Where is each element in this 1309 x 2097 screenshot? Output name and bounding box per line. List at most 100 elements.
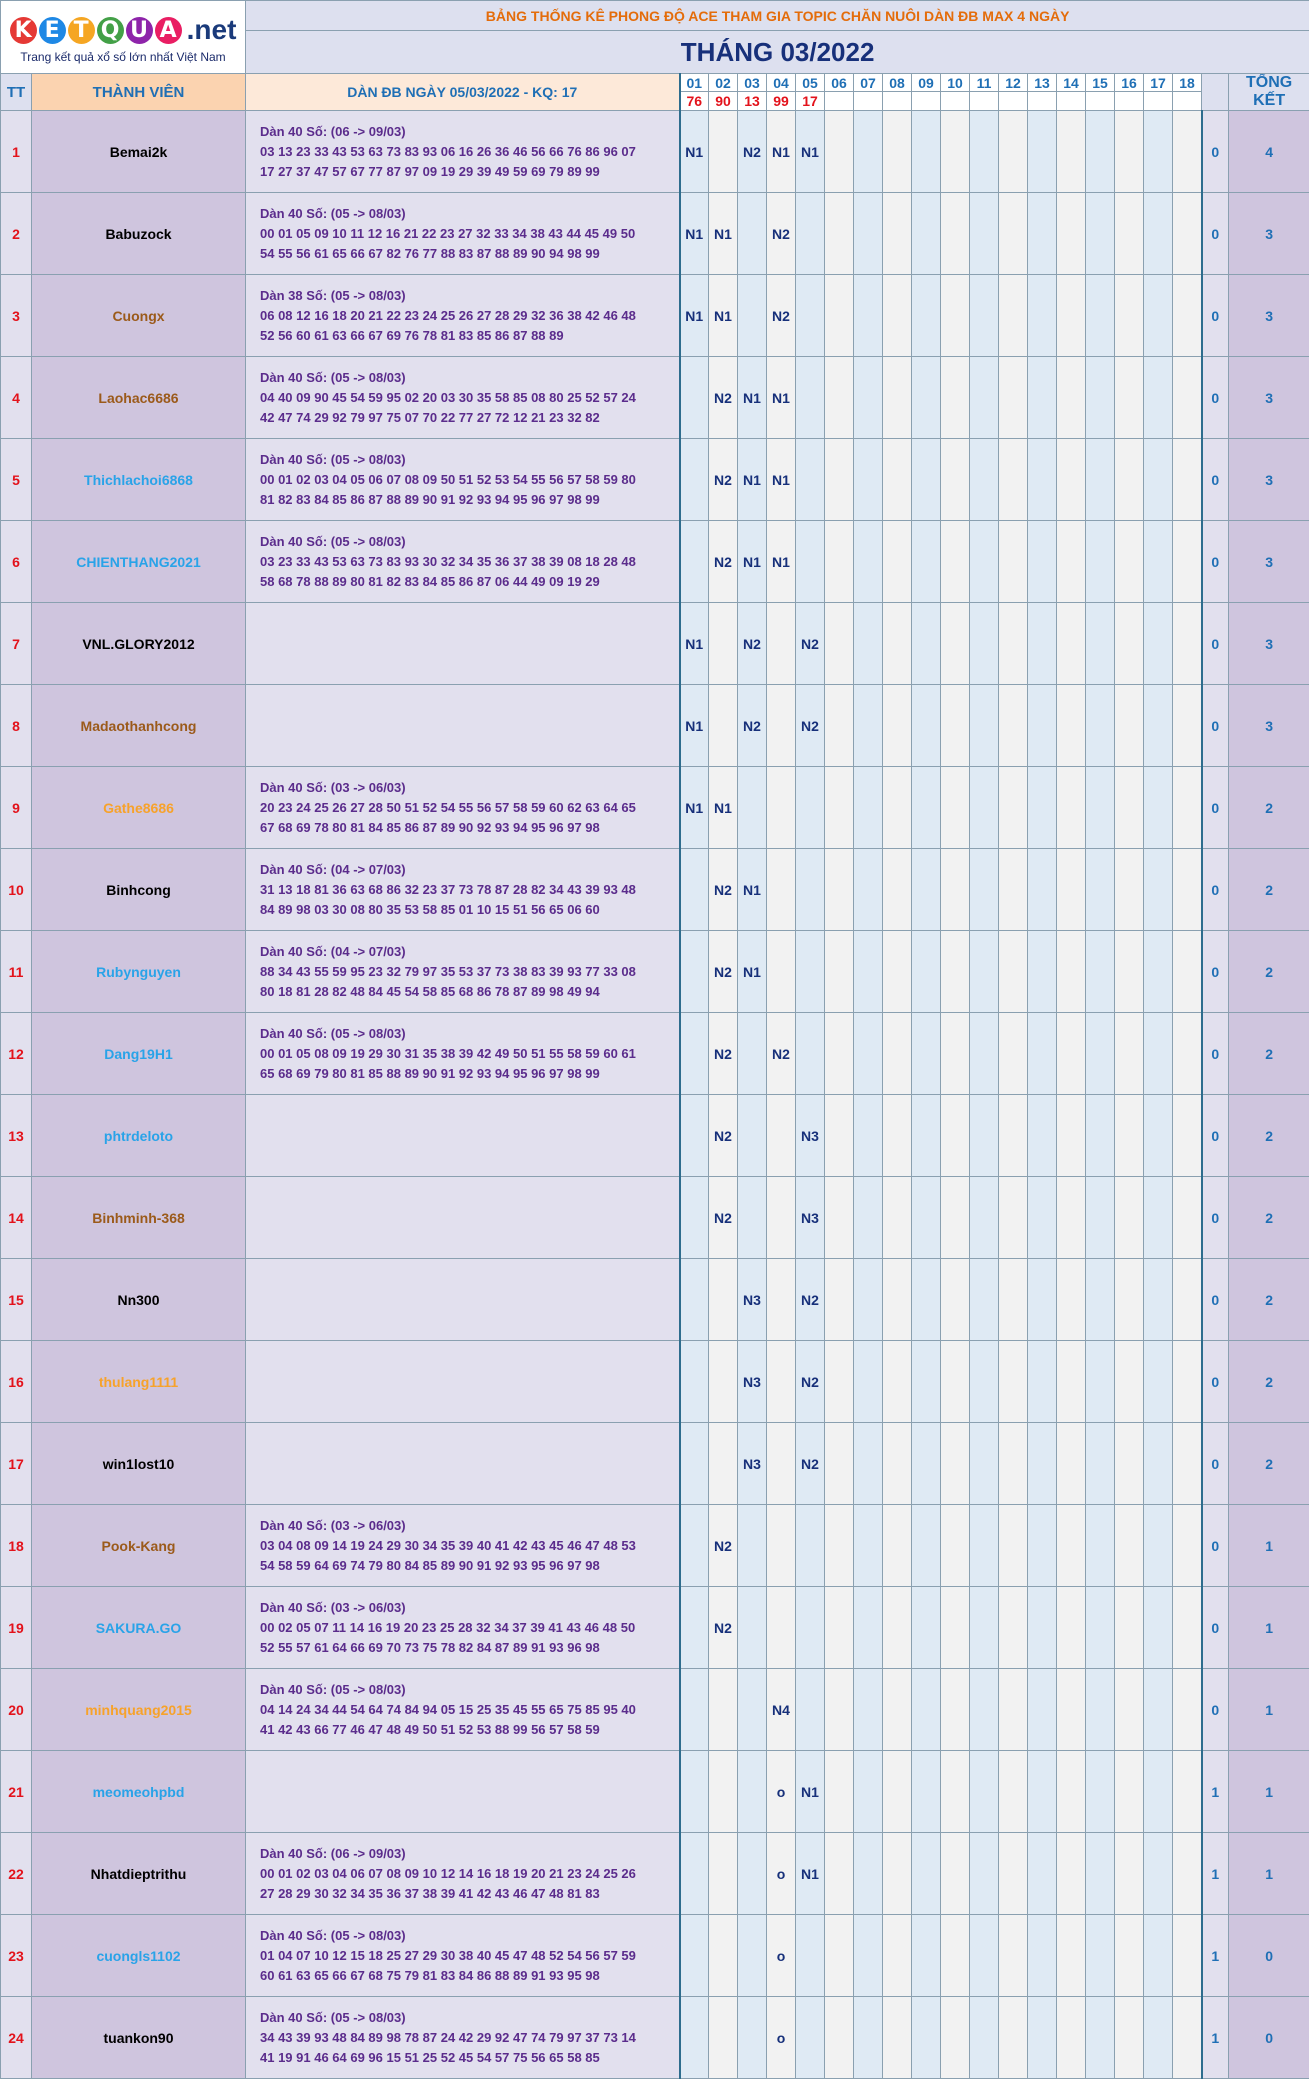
day-mark (969, 1258, 999, 1341)
member-name[interactable]: win1lost10 (31, 1422, 246, 1505)
day-mark (1027, 848, 1057, 931)
member-name[interactable]: cuongls1102 (31, 1914, 246, 1997)
day-mark (766, 1094, 796, 1177)
row-index: 24 (0, 1996, 32, 2079)
day-mark (1027, 1832, 1057, 1915)
day-mark: o (766, 1996, 796, 2079)
miss-count: 0 (1200, 1586, 1229, 1669)
dan-line: 00 01 05 08 09 19 29 30 31 35 38 39 42 4… (260, 1045, 636, 1061)
member-name[interactable]: thulang1111 (31, 1340, 246, 1423)
day-mark (737, 1914, 767, 1997)
result-cell (1143, 91, 1173, 111)
row-index: 15 (0, 1258, 32, 1341)
total-score: 3 (1227, 274, 1309, 357)
day-mark (737, 1504, 767, 1587)
member-name[interactable]: Nn300 (31, 1258, 246, 1341)
day-header: 11 (969, 73, 999, 92)
day-mark (1114, 602, 1144, 685)
day-mark (795, 356, 825, 439)
day-mark (1027, 1012, 1057, 1095)
table-row: 7 VNL.GLORY2012 N1 N2 N2 0 3 (0, 602, 1309, 685)
member-name[interactable]: Dang19H1 (31, 1012, 246, 1095)
day-header: 05 (795, 73, 825, 92)
day-mark: N2 (737, 602, 767, 685)
member-name[interactable]: Binhminh-368 (31, 1176, 246, 1259)
day-mark (1027, 1586, 1057, 1669)
member-name[interactable]: Madaothanhcong (31, 684, 246, 767)
day-mark (969, 192, 999, 275)
dan-line: 04 40 09 90 45 54 59 95 02 20 03 30 35 5… (260, 389, 636, 405)
day-mark (1085, 766, 1115, 849)
banner-title: BẢNG THỐNG KÊ PHONG ĐỘ ACE THAM GIA TOPI… (244, 0, 1309, 31)
member-name[interactable]: Thichlachoi6868 (31, 438, 246, 521)
result-cell (1172, 91, 1202, 111)
day-header: 04 (766, 73, 796, 92)
day-mark (882, 1832, 912, 1915)
day-mark (998, 110, 1028, 193)
day-mark (1085, 1340, 1115, 1423)
day-mark (911, 766, 941, 849)
day-mark: N2 (708, 848, 738, 931)
member-name[interactable]: meomeohpbd (31, 1750, 246, 1833)
day-mark: N3 (737, 1258, 767, 1341)
day-mark: N2 (708, 1012, 738, 1095)
result-cell: 17 (795, 91, 825, 111)
day-mark (969, 1012, 999, 1095)
table-row: 14 Binhminh-368 N2 N3 0 2 (0, 1176, 1309, 1259)
day-mark (911, 1586, 941, 1669)
day-mark (1056, 1340, 1086, 1423)
member-name[interactable]: Gathe8686 (31, 766, 246, 849)
member-name[interactable]: tuankon90 (31, 1996, 246, 2079)
member-name[interactable]: Laohac6686 (31, 356, 246, 439)
row-index: 2 (0, 192, 32, 275)
member-name[interactable]: Binhcong (31, 848, 246, 931)
day-mark (969, 766, 999, 849)
member-name[interactable]: minhquang2015 (31, 1668, 246, 1751)
day-mark (766, 1586, 796, 1669)
day-mark (1114, 1094, 1144, 1177)
day-mark (940, 1832, 970, 1915)
member-name[interactable]: Nhatdieptrithu (31, 1832, 246, 1915)
member-name[interactable]: Cuongx (31, 274, 246, 357)
day-mark (1114, 1504, 1144, 1587)
logo[interactable]: K E T Q U A .net Trang kết quả xổ số lớn nhất … (0, 0, 246, 74)
result-cell (882, 91, 912, 111)
day-mark (940, 1504, 970, 1587)
day-mark (824, 1668, 854, 1751)
member-name[interactable]: phtrdeloto (31, 1094, 246, 1177)
miss-count: 0 (1200, 110, 1229, 193)
day-mark (1027, 110, 1057, 193)
table-row: 4 Laohac6686 Dàn 40 Số: (05 -> 08/03) 04 40… (0, 356, 1309, 439)
day-mark (969, 1914, 999, 1997)
day-mark (1114, 192, 1144, 275)
day-mark (766, 1258, 796, 1341)
day-header: 10 (940, 73, 970, 92)
day-mark (1027, 1750, 1057, 1833)
day-mark: o (766, 1750, 796, 1833)
table-row: 12 Dang19H1 Dàn 40 Số: (05 -> 08/03) 00 01 … (0, 1012, 1309, 1095)
day-mark: N2 (708, 520, 738, 603)
member-name[interactable]: SAKURA.GO (31, 1586, 246, 1669)
header-spacer (1201, 73, 1229, 111)
member-name[interactable]: VNL.GLORY2012 (31, 602, 246, 685)
member-name[interactable]: Rubynguyen (31, 930, 246, 1013)
row-index: 17 (0, 1422, 32, 1505)
day-mark: N1 (708, 192, 738, 275)
day-mark (853, 1094, 883, 1177)
day-mark (998, 1340, 1028, 1423)
dan-title: Dàn 40 Số: (03 -> 06/03) (260, 779, 406, 795)
day-mark: N1 (678, 766, 709, 849)
row-index: 21 (0, 1750, 32, 1833)
member-name[interactable]: CHIENTHANG2021 (31, 520, 246, 603)
day-mark (795, 1668, 825, 1751)
day-mark (940, 1340, 970, 1423)
day-mark (795, 766, 825, 849)
day-mark (1056, 110, 1086, 193)
dan-numbers (245, 1750, 680, 1833)
logo-tagline: Trang kết quả xổ số lớn nhất Việt Nam (20, 50, 226, 64)
dan-line: 54 58 59 64 69 74 79 80 84 85 89 90 91 9… (260, 1557, 600, 1573)
member-name[interactable]: Pook-Kang (31, 1504, 246, 1587)
member-name[interactable]: Babuzock (31, 192, 246, 275)
day-mark (853, 1258, 883, 1341)
member-name[interactable]: Bemai2k (31, 110, 246, 193)
